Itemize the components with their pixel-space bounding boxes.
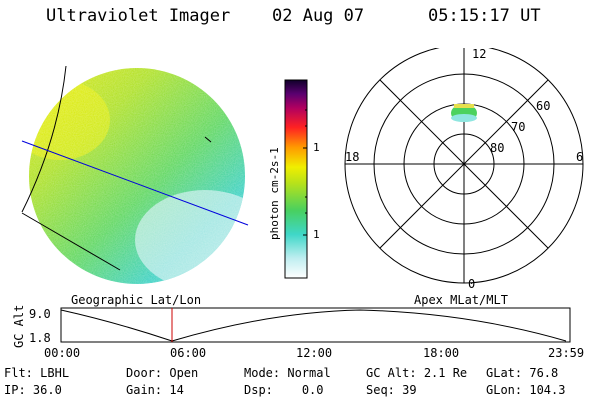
orbit-ylabel: GC Alt (12, 305, 26, 348)
lat-label-80: 80 (490, 141, 504, 155)
status-flt-value: LBHL (40, 366, 70, 380)
xtick-0600: 06:00 (170, 346, 207, 360)
xtick-2359: 23:59 (548, 346, 585, 360)
time-label: 05:15:17 UT (428, 6, 541, 26)
lat-label-70: 70 (511, 120, 525, 134)
lat-label-60: 60 (536, 99, 550, 113)
status-mode: Mode: Normal (244, 366, 331, 380)
lat-line (21, 65, 67, 213)
colorbar-tick-100: 100 (313, 141, 320, 154)
status-seq-value: 39 (402, 383, 417, 397)
polar-plot: 12 18 6 0 60 70 80 (344, 48, 584, 291)
lon-line (21, 212, 121, 271)
status-gain: Gain: 14 (126, 383, 184, 397)
status-seq: Seq: 39 (366, 383, 417, 397)
status-glon: GLon: 104.3 (486, 383, 566, 397)
status-glon-value: 104.3 (529, 383, 566, 397)
ytick-9: 9.0 (29, 307, 51, 321)
status-dsp-value: 0.0 (301, 383, 324, 397)
status-ip-value: 36.0 (32, 383, 62, 397)
instrument-title: Ultraviolet Imager (46, 6, 231, 26)
mlt-label-18: 18 (345, 150, 359, 164)
mlt-label-12: 12 (472, 48, 486, 61)
date-label: 02 Aug 07 (272, 6, 365, 26)
xtick-0000: 00:00 (44, 346, 81, 360)
orbit-left-title: Geographic Lat/Lon (71, 293, 202, 307)
status-gc-alt: GC Alt: 2.1 Re (366, 366, 468, 380)
xtick-1200: 12:00 (296, 346, 333, 360)
orbit-plot: 9.0 1.8 GC Alt (12, 305, 571, 348)
status-gain-value: 14 (169, 383, 184, 397)
orbit-right-title: Apex MLat/MLT (414, 293, 508, 307)
xtick-1800: 18:00 (423, 346, 460, 360)
terminator-line (21, 140, 249, 226)
color-bar-scale (284, 79, 308, 279)
status-door: Door: Open (126, 366, 199, 380)
earth-image (21, 65, 249, 284)
status-dsp: Dsp: 0.0 (244, 383, 324, 397)
earth-mark (204, 136, 212, 143)
colorbar-tick-10: 10 (313, 228, 320, 241)
color-bar: 100 10 photon cm-2s-1 (268, 79, 320, 279)
mlt-label-6: 6 (576, 150, 583, 164)
orbit-plot-frame (60, 307, 571, 343)
status-gc-alt-value: 2.1 Re (423, 366, 468, 380)
mlt-label-0: 0 (468, 277, 475, 291)
status-glat: GLat: 76.8 (486, 366, 559, 380)
status-flt: Flt: LBHL (4, 366, 70, 380)
status-ip: IP: 36.0 (4, 383, 62, 397)
status-door-value: Open (169, 366, 199, 380)
altitude-curve (60, 309, 567, 342)
ytick-1.8: 1.8 (29, 331, 51, 345)
status-glat-value: 76.8 (529, 366, 559, 380)
status-mode-value: Normal (287, 366, 331, 380)
colorbar-label: photon cm-2s-1 (268, 147, 281, 240)
